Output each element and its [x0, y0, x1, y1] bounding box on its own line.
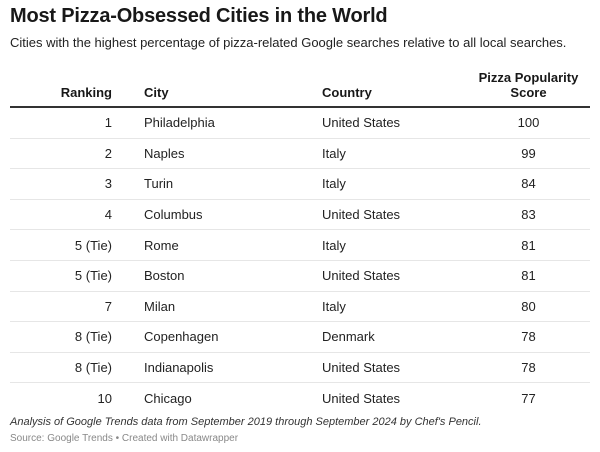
cell-ranking: 5 (Tie) [10, 229, 112, 261]
cell-country: Denmark [322, 321, 467, 353]
cell-city: Chicago [144, 390, 192, 406]
cell-ranking: 4 [10, 199, 112, 231]
table-row: 4 Columbus United States 83 [10, 199, 590, 231]
chart-notes: Analysis of Google Trends data from Sept… [10, 416, 482, 428]
cell-gap [112, 321, 144, 353]
cell-country: United States [322, 107, 467, 139]
ranking-table: Ranking City Country Pizza Popularity Sc… [10, 66, 590, 413]
cell-score: 100 [467, 107, 590, 139]
chart-source: Source: Google Trends • Created with Dat… [10, 433, 239, 444]
cell-gap [112, 138, 144, 170]
cell-ranking: 8 (Tie) [10, 352, 112, 384]
cell-score: 77 [521, 390, 536, 406]
cell-city: Boston [144, 260, 322, 292]
cell-score: 84 [467, 168, 590, 200]
cell-score: 83 [467, 199, 590, 231]
cell-gap [112, 199, 144, 231]
cell-city: Rome [144, 229, 322, 261]
table-row: 5 (Tie) Rome Italy 81 [10, 229, 590, 261]
cell-city: Naples [144, 138, 322, 170]
cell-country: United States [322, 352, 467, 384]
column-header-city[interactable]: City [144, 66, 322, 108]
cell-city: Turin [144, 168, 322, 200]
column-gap [112, 66, 144, 108]
cell-score: 81 [467, 229, 590, 261]
cell-country: Italy [322, 291, 467, 323]
column-header-ranking[interactable]: Ranking [10, 66, 112, 108]
cell-city: Indianapolis [144, 352, 322, 384]
cell-city: Philadelphia [144, 107, 322, 139]
table-row: 7 Milan Italy 80 [10, 291, 590, 323]
table-row: 1 Philadelphia United States 100 [10, 107, 590, 139]
cell-gap [112, 107, 144, 139]
cell-ranking: 10 [97, 390, 112, 406]
cell-ranking: 7 [10, 291, 112, 323]
cell-country: United States [322, 390, 401, 406]
cell-country: Italy [322, 168, 467, 200]
table-row: 3 Turin Italy 84 [10, 168, 590, 200]
cell-gap [112, 260, 144, 292]
cell-ranking: 2 [10, 138, 112, 170]
cell-country: Italy [322, 138, 467, 170]
column-header-country[interactable]: Country [322, 66, 467, 108]
cell-city: Columbus [144, 199, 322, 231]
cell-ranking: 3 [10, 168, 112, 200]
cell-score: 81 [467, 260, 590, 292]
cell-ranking: 1 [10, 107, 112, 139]
cell-country: United States [322, 260, 467, 292]
cell-city: Milan [144, 291, 322, 323]
table-row: 10 Chicago United States 77 [10, 383, 590, 413]
chart-subtitle: Cities with the highest percentage of pi… [10, 35, 567, 50]
cell-ranking: 8 (Tie) [10, 321, 112, 353]
cell-score: 99 [467, 138, 590, 170]
cell-gap [112, 291, 144, 323]
cell-country: United States [322, 199, 467, 231]
column-header-score[interactable]: Pizza Popularity Score [467, 66, 590, 108]
cell-gap [112, 168, 144, 200]
cell-gap [112, 352, 144, 384]
table-header-row: Ranking City Country Pizza Popularity Sc… [10, 66, 590, 108]
cell-city: Copenhagen [144, 321, 322, 353]
cell-gap [112, 383, 144, 413]
table-body: 1 Philadelphia United States 100 2 Naples Ital… [10, 107, 590, 413]
table-row: 2 Naples Italy 99 [10, 138, 590, 170]
cell-country: Italy [322, 229, 467, 261]
cell-ranking: 5 (Tie) [10, 260, 112, 292]
cell-score: 78 [467, 321, 590, 353]
cell-gap [112, 229, 144, 261]
chart-title: Most Pizza-Obsessed Cities in the World [10, 5, 388, 27]
table-row: 8 (Tie) Copenhagen Denmark 78 [10, 321, 590, 353]
table-row: 5 (Tie) Boston United States 81 [10, 260, 590, 292]
cell-score: 78 [467, 352, 590, 384]
cell-score: 80 [467, 291, 590, 323]
table-row: 8 (Tie) Indianapolis United States 78 [10, 352, 590, 384]
